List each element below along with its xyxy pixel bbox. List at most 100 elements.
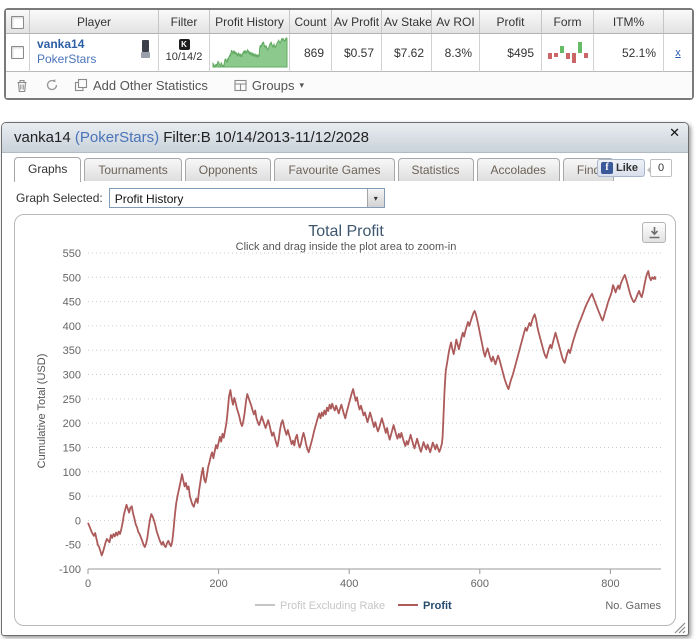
player-detail-panel: vanka14 (PokerStars) Filter:B 10/14/2013… <box>1 122 689 636</box>
groups-icon <box>234 79 247 91</box>
results-table: Player Filter Profit History Count Av Pr… <box>4 8 694 100</box>
av-stake-cell: $7.62 <box>382 34 432 72</box>
like-count-badge: 0 <box>647 159 672 177</box>
svg-text:450: 450 <box>63 297 81 309</box>
panel-title-player: vanka14 <box>14 129 71 146</box>
column-header-itm[interactable]: ITM% <box>594 10 664 34</box>
profit-history-cell <box>210 34 290 72</box>
player-badge-icon <box>141 40 150 58</box>
av-roi-cell: 8.3% <box>432 34 480 72</box>
tab-favourite-games[interactable]: Favourite Games <box>274 158 395 181</box>
column-header-count[interactable]: Count <box>290 10 332 34</box>
svg-text:50: 50 <box>69 491 81 503</box>
count-cell: 869 <box>290 34 332 72</box>
svg-text:400: 400 <box>63 321 81 333</box>
svg-text:250: 250 <box>63 394 81 406</box>
graph-selected-label: Graph Selected: <box>16 191 103 205</box>
chart-export-button[interactable] <box>642 222 666 243</box>
download-icon <box>649 227 659 239</box>
column-header-profit[interactable]: Profit <box>480 10 542 34</box>
delete-icon[interactable] <box>14 77 30 93</box>
svg-text:Click and drag inside the plot: Click and drag inside the plot area to z… <box>236 241 457 253</box>
tab-statistics[interactable]: Statistics <box>397 158 474 181</box>
panel-header: vanka14 (PokerStars) Filter:B 10/14/2013… <box>2 123 688 153</box>
svg-text:200: 200 <box>209 578 227 590</box>
like-label: Like <box>615 162 638 174</box>
filter-k-icon[interactable]: K <box>178 39 190 50</box>
filter-cell: K 10/14/2 <box>159 34 210 72</box>
facebook-like-button[interactable]: f Like <box>596 159 645 177</box>
filter-date: 10/14/2 <box>165 51 203 63</box>
column-header-filter[interactable]: Filter <box>159 10 210 34</box>
svg-text:Profit: Profit <box>423 600 452 612</box>
column-header-spacer <box>664 10 692 34</box>
svg-text:400: 400 <box>340 578 358 590</box>
column-header-profit-history[interactable]: Profit History <box>210 10 290 34</box>
svg-text:-50: -50 <box>65 540 81 552</box>
add-other-statistics-button[interactable]: Add Other Statistics <box>74 78 208 93</box>
table-header-row: Player Filter Profit History Count Av Pr… <box>6 10 692 34</box>
svg-text:Profit Excluding Rake: Profit Excluding Rake <box>280 600 385 612</box>
column-header-av-roi[interactable]: Av ROI <box>432 10 480 34</box>
svg-text:550: 550 <box>63 248 81 260</box>
profit-cell: $495 <box>480 34 542 72</box>
facebook-like-widget: f Like 0 <box>596 159 672 177</box>
select-all-cell <box>6 10 30 34</box>
graph-selector-row: Graph Selected: Profit History ▾ <box>2 181 688 208</box>
svg-text:-100: -100 <box>59 564 81 576</box>
player-cell: vanka14 PokerStars <box>30 34 159 72</box>
column-header-av-profit[interactable]: Av Profit <box>332 10 382 34</box>
column-header-form[interactable]: Form <box>542 10 594 34</box>
player-site-link[interactable]: PokerStars <box>37 52 97 66</box>
svg-text:150: 150 <box>63 442 81 454</box>
graph-select[interactable]: Profit History ▾ <box>108 188 385 208</box>
svg-text:500: 500 <box>63 272 81 284</box>
tab-graphs[interactable]: Graphs <box>14 157 82 182</box>
svg-text:Cumulative Total (USD): Cumulative Total (USD) <box>36 354 48 469</box>
add-other-statistics-label: Add Other Statistics <box>93 77 208 93</box>
svg-text:Total Profit: Total Profit <box>308 223 384 240</box>
svg-text:0: 0 <box>85 578 91 590</box>
groups-caret-icon: ▾ <box>299 79 305 90</box>
form-mini-chart <box>548 41 588 63</box>
facebook-icon: f <box>600 162 613 174</box>
itm-cell: 52.1% <box>594 34 664 72</box>
svg-text:No. Games: No. Games <box>605 600 661 612</box>
panel-title-filter: Filter:B 10/14/2013-11/12/2028 <box>163 129 369 146</box>
row-checkbox[interactable] <box>11 46 24 59</box>
profit-sparkline <box>212 36 288 68</box>
row-select-cell <box>6 34 30 72</box>
chevron-down-icon: ▾ <box>366 189 384 207</box>
panel-title-site: (PokerStars) <box>74 129 160 146</box>
copy-plus-icon <box>74 78 88 92</box>
graph-select-value: Profit History <box>114 192 184 206</box>
column-header-player[interactable]: Player <box>30 10 159 34</box>
panel-tabs: Graphs Tournaments Opponents Favourite Game… <box>2 153 688 182</box>
svg-text:0: 0 <box>75 515 81 527</box>
remove-row-link[interactable]: x <box>675 46 681 59</box>
groups-label: Groups <box>251 77 295 93</box>
svg-text:350: 350 <box>63 345 81 357</box>
player-name-link[interactable]: vanka14 <box>37 37 85 51</box>
table-row: vanka14 PokerStars K 10/14/2 869 $0.57 $… <box>6 34 692 72</box>
refresh-icon[interactable] <box>44 77 60 93</box>
tab-accolades[interactable]: Accolades <box>476 158 560 181</box>
svg-text:100: 100 <box>63 467 81 479</box>
select-all-checkbox[interactable] <box>11 15 24 29</box>
svg-text:800: 800 <box>601 578 619 590</box>
panel-title: vanka14 (PokerStars) Filter:B 10/14/2013… <box>14 129 369 146</box>
tab-opponents[interactable]: Opponents <box>184 158 272 181</box>
svg-text:200: 200 <box>63 418 81 430</box>
table-toolbar: Add Other Statistics Groups ▾ <box>6 72 692 98</box>
remove-cell: x <box>664 34 692 72</box>
column-header-av-stake[interactable]: Av Stake <box>382 10 432 34</box>
tab-tournaments[interactable]: Tournaments <box>84 158 182 181</box>
form-cell <box>542 34 594 72</box>
svg-text:300: 300 <box>63 370 81 382</box>
close-icon[interactable]: ✕ <box>669 125 680 140</box>
av-profit-cell: $0.57 <box>332 34 382 72</box>
resize-handle[interactable] <box>674 621 686 634</box>
svg-text:600: 600 <box>471 578 489 590</box>
groups-button[interactable]: Groups ▾ <box>234 78 304 93</box>
